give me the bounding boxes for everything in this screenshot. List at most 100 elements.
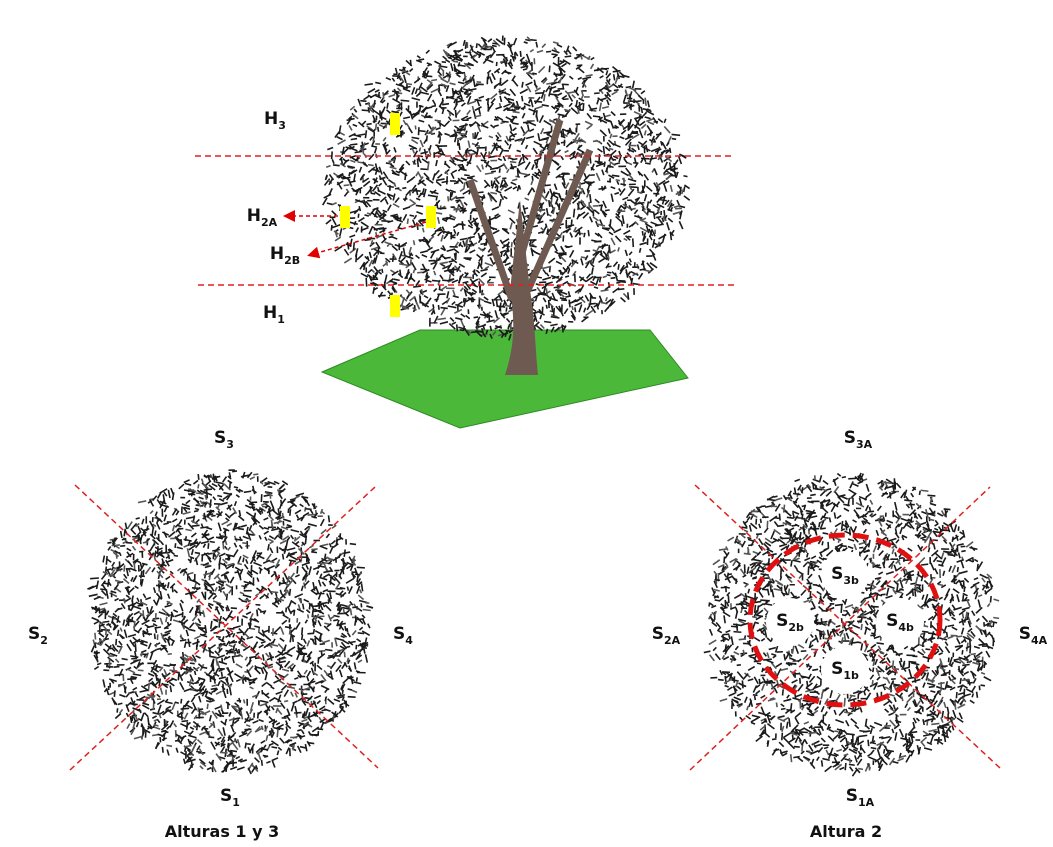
leaf (611, 174, 620, 178)
leaf (109, 652, 118, 657)
leaf (334, 245, 343, 252)
leaf (595, 172, 601, 182)
leaf (491, 72, 496, 81)
leaf (95, 580, 100, 590)
leaf (381, 233, 386, 240)
leaf (382, 178, 388, 186)
leaf (293, 609, 296, 616)
leaf (490, 93, 498, 100)
leaf (522, 68, 528, 71)
leaf (656, 196, 663, 204)
leaf (315, 570, 320, 576)
leaf (474, 141, 480, 148)
leaf (126, 668, 136, 674)
leaf (531, 173, 540, 180)
leaf (624, 138, 632, 146)
leaf (194, 635, 201, 640)
leaf (367, 94, 373, 99)
leaf (627, 173, 634, 180)
leaf (645, 225, 650, 234)
leaf (620, 170, 629, 177)
leaf (534, 96, 541, 105)
leaf (951, 616, 957, 621)
leaf (306, 675, 310, 682)
leaf (249, 529, 256, 537)
leaf (335, 650, 341, 655)
leaf (233, 486, 239, 489)
leaf (561, 73, 566, 80)
leaf (178, 527, 184, 530)
leaf (189, 555, 195, 560)
leaf (134, 643, 137, 652)
leaf (229, 766, 238, 771)
leaf (224, 545, 228, 550)
leaf (523, 102, 531, 107)
leaf (586, 124, 593, 130)
leaf (563, 308, 569, 315)
leaf (349, 608, 353, 616)
leaf (173, 554, 179, 557)
leaf (391, 270, 399, 276)
leaf (391, 287, 395, 292)
leaf (88, 593, 98, 598)
leaf (382, 211, 385, 219)
leaf (348, 665, 352, 672)
leaf (490, 124, 495, 129)
leaf (282, 614, 289, 620)
leaf (374, 89, 380, 93)
leaf (435, 126, 441, 131)
leaf (457, 150, 463, 158)
leaf (322, 197, 328, 206)
leaf (221, 685, 226, 691)
leaf (558, 278, 563, 282)
leaf (327, 597, 331, 605)
leaf (329, 661, 337, 670)
leaf (233, 718, 240, 724)
leaf (104, 628, 108, 636)
leaf (420, 288, 424, 296)
leaf (327, 698, 335, 705)
leaf (600, 119, 608, 124)
leaf (631, 80, 636, 89)
leaf (117, 702, 123, 706)
leaf (820, 737, 826, 743)
leaf (524, 144, 529, 150)
leaf (357, 98, 362, 107)
leaf (670, 174, 677, 177)
leaf (483, 300, 492, 305)
leaf (453, 135, 457, 143)
leaf (371, 257, 376, 265)
leaf (169, 685, 173, 693)
leaf (297, 728, 302, 732)
leaf (412, 150, 419, 158)
leaf (499, 77, 502, 86)
leaf (580, 256, 586, 259)
leaf (245, 724, 251, 728)
leaf (521, 112, 526, 119)
leaf (960, 627, 965, 635)
leaf (345, 577, 354, 584)
leaf (129, 567, 137, 572)
leaf (358, 589, 363, 594)
leaf (385, 260, 389, 266)
leaf (167, 652, 172, 656)
leaf (189, 726, 195, 731)
leaf (136, 597, 140, 603)
leaf (394, 197, 400, 204)
leaf (343, 191, 349, 197)
leaf (444, 170, 449, 176)
leaf (179, 569, 184, 574)
leaf (558, 203, 561, 211)
leaf (542, 276, 552, 281)
leaf (169, 720, 175, 728)
leaf (421, 263, 427, 272)
leaf (499, 59, 508, 64)
leaf (620, 265, 628, 272)
leaf (573, 138, 577, 143)
leaf (470, 217, 479, 224)
leaf (372, 287, 376, 294)
leaf (592, 216, 599, 222)
leaf (410, 184, 417, 192)
leaf (614, 124, 620, 129)
leaf (413, 159, 416, 165)
